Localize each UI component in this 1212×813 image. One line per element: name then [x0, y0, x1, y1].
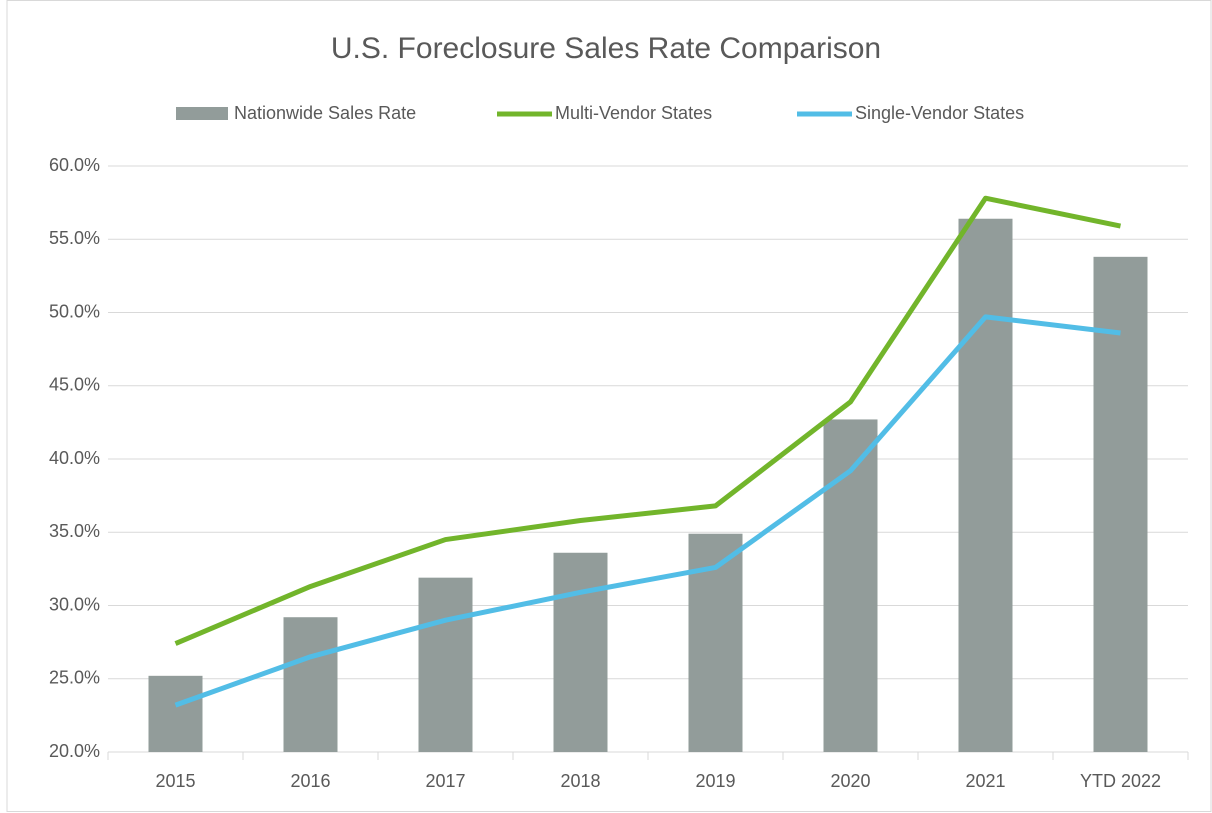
chart-title: U.S. Foreclosure Sales Rate Comparison	[331, 32, 881, 65]
legend-label: Multi-Vendor States	[555, 103, 712, 123]
x-tick-label: 2015	[155, 771, 195, 791]
bar	[418, 577, 473, 752]
bar	[1093, 256, 1148, 752]
bar	[823, 419, 878, 752]
line	[174, 195, 1122, 646]
legend-label: Single-Vendor States	[855, 103, 1024, 123]
y-tick-label: 60.0%	[49, 155, 100, 175]
y-tick-label: 50.0%	[49, 301, 100, 321]
x-tick-label: 2019	[695, 771, 735, 791]
legend-label: Nationwide Sales Rate	[234, 103, 416, 123]
y-tick-label: 35.0%	[49, 521, 100, 541]
bar	[148, 675, 203, 752]
y-tick-label: 25.0%	[49, 668, 100, 688]
x-tick-label: 2017	[425, 771, 465, 791]
x-tick-label: 2018	[560, 771, 600, 791]
y-tick-label: 30.0%	[49, 594, 100, 614]
bar	[553, 552, 608, 752]
x-tick-label: 2020	[830, 771, 870, 791]
y-tick-label: 55.0%	[49, 228, 100, 248]
bar	[283, 617, 338, 752]
x-tick-label: YTD 2022	[1080, 771, 1161, 791]
line	[174, 314, 1121, 708]
y-tick-label: 20.0%	[49, 741, 100, 761]
y-tick-label: 45.0%	[49, 375, 100, 395]
legend-swatch	[176, 107, 228, 120]
y-tick-label: 40.0%	[49, 448, 100, 468]
x-tick-label: 2021	[965, 771, 1005, 791]
bar	[958, 218, 1013, 753]
x-tick-label: 2016	[290, 771, 330, 791]
